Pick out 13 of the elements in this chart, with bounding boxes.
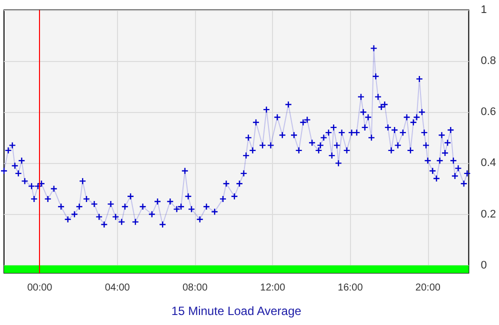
y-tick-label: 0.8 — [480, 55, 496, 68]
y-tick-label: 0.2 — [480, 208, 496, 220]
y-tick-label: 1 — [480, 4, 487, 16]
x-tick-label: 12:00 — [260, 282, 286, 294]
x-tick-label: 20:00 — [415, 282, 441, 294]
y-tick-label: 0.4 — [480, 157, 496, 170]
x-tick-label: 08:00 — [182, 282, 208, 294]
x-tick-label: 16:00 — [338, 282, 364, 294]
y-tick-label: 0.6 — [480, 106, 496, 118]
x-tick-label: 00:00 — [27, 282, 53, 294]
x-axis-title: 15 Minute Load Average — [171, 304, 302, 318]
x-tick-label: 04:00 — [104, 282, 130, 294]
y-tick-label: 0 — [480, 259, 487, 272]
